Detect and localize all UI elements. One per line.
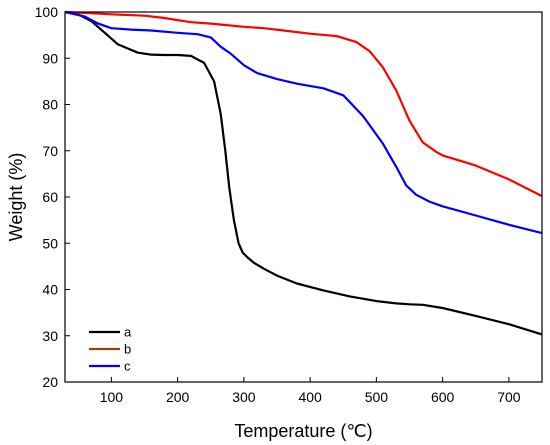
legend-label-a: a [124,325,132,340]
legend: abc [89,325,132,374]
plot-frame [64,11,543,383]
x-tick-label: 600 [431,389,455,405]
y-tick-label: 50 [42,235,58,251]
y-tick-label: 30 [42,328,58,344]
x-tick-label: 400 [298,389,322,405]
y-axis-label: Weight (%) [6,153,26,242]
legend-label-b: b [124,342,131,357]
x-tick-label: 100 [100,389,124,405]
y-tick-label: 90 [42,50,58,66]
x-tick-label: 700 [497,389,521,405]
y-tick-label: 20 [42,374,58,390]
series-line-c [64,10,543,235]
y-tick-label: 80 [42,97,58,113]
y-axis: 20 30 40 50 60 70 80 90 100 [35,4,70,390]
y-tick-label: 70 [42,143,58,159]
y-tick-label: 100 [35,4,59,20]
x-tick-label: 200 [166,389,190,405]
x-axis-label: Temperature (℃) [234,421,372,441]
series-line-a [64,10,543,336]
x-tick-label: 300 [232,389,256,405]
plot-area [64,10,543,336]
x-axis: 100 200 300 400 500 600 700 [100,377,521,405]
y-tick-label: 40 [42,282,58,298]
x-tick-label: 500 [365,389,389,405]
y-tick-label: 60 [42,189,58,205]
series-line-b [64,10,543,198]
legend-label-c: c [124,359,131,374]
